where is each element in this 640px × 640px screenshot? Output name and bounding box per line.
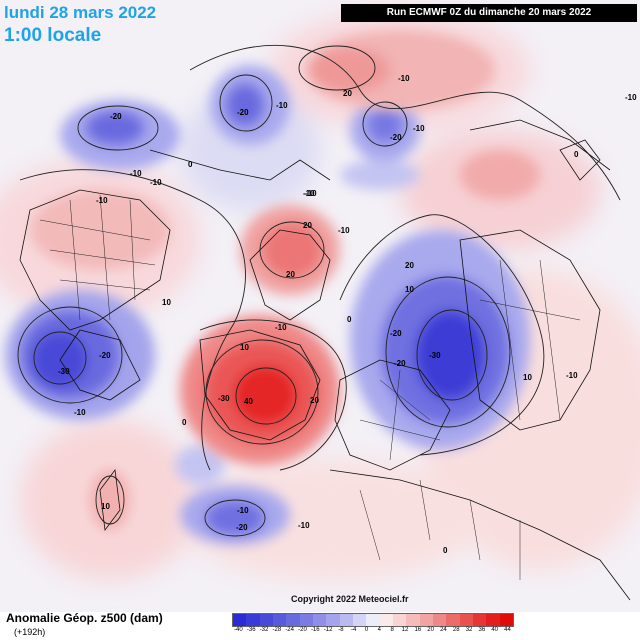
negative-anomalies — [5, 65, 530, 545]
legend-swatch — [286, 614, 300, 626]
contour-label: -10 — [96, 196, 108, 205]
legend-label: -28 — [272, 627, 282, 633]
coastlines — [19, 119, 631, 601]
product-title: Anomalie Géop. z500 (dam) — [6, 611, 163, 625]
contour-label: 0 — [574, 150, 579, 159]
legend-swatch — [392, 614, 407, 626]
contour-label: -10 — [303, 189, 315, 198]
contour-label: 40 — [244, 397, 253, 406]
legend-label: -40 — [234, 627, 243, 633]
run-info: Run ECMWF 0Z du dimanche 20 mars 2022 — [341, 4, 637, 22]
contour-label: -10 — [130, 169, 142, 178]
contour-label: 10 — [162, 298, 171, 307]
contour-label: 10 — [405, 285, 414, 294]
legend-label: -32 — [259, 627, 269, 633]
legend-label: -16 — [310, 627, 320, 633]
contour-label: -10 — [413, 124, 425, 133]
contour-value-labels: -20 -20 -20 -10 -10 -10 0 0 -10 -10 20 2… — [58, 74, 637, 555]
legend-swatch — [432, 614, 447, 626]
contour-label: 0 — [188, 160, 193, 169]
legend-label: 40 — [491, 627, 498, 633]
contour-label: -10 — [625, 93, 637, 102]
legend-swatch — [419, 614, 433, 626]
legend-label: -4 — [351, 627, 357, 633]
legend-label: -8 — [338, 627, 344, 633]
contour-label: -10 — [398, 74, 410, 83]
legend-labels: -40 -36 -32 -28 -24 -20 -16 -12 -8 -4 0 4 8 12 16 20 24 2… — [232, 627, 514, 637]
contour-label: 0 — [182, 418, 187, 427]
legend-label: 4 — [377, 627, 382, 633]
contour-label: -20 — [390, 133, 402, 142]
contour-label: -10 — [74, 408, 86, 417]
anomaly-map: -20 -20 -20 -10 -10 -10 0 0 -10 -10 20 2… — [0, 0, 640, 612]
legend-swatch — [446, 614, 460, 626]
borders — [39, 194, 581, 580]
contour-label: 20 — [310, 396, 319, 405]
legend-label: 24 — [440, 627, 447, 633]
contour-label: -20 — [394, 359, 406, 368]
legend-label: 28 — [452, 627, 460, 633]
contour-label: -20 — [236, 523, 248, 532]
legend-swatch — [299, 614, 313, 626]
legend-swatch — [406, 614, 420, 626]
legend-label: -12 — [323, 627, 333, 633]
legend-swatch — [246, 614, 260, 626]
forecast-date: lundi 28 mars 2022 — [4, 3, 157, 22]
contour-label: 0 — [443, 546, 448, 555]
contour-label: -10 — [150, 178, 162, 187]
legend-swatch — [259, 614, 273, 626]
contour-label: -10 — [566, 371, 578, 380]
legend-swatch — [459, 614, 473, 626]
contour-label: 0 — [347, 315, 352, 324]
contour-label: 10 — [240, 343, 249, 352]
contour-label: -10 — [338, 226, 350, 235]
color-legend — [232, 613, 514, 627]
forecast-time: 1:00 locale — [4, 25, 102, 46]
contour-label: -10 — [237, 506, 249, 515]
legend-label: -24 — [285, 627, 294, 633]
legend-swatch — [339, 614, 353, 626]
legend-swatch — [312, 614, 327, 626]
lead-time: (+192h) — [14, 627, 46, 637]
contour-label: -10 — [275, 323, 287, 332]
contour-label: -10 — [305, 189, 317, 198]
legend-swatch — [366, 614, 380, 626]
contour-label: 20 — [405, 261, 414, 270]
contour-lines — [17, 44, 621, 537]
legend-swatch — [499, 614, 513, 626]
contour-label: 20 — [343, 89, 352, 98]
legend-swatch — [486, 614, 500, 626]
legend-label: 8 — [390, 627, 394, 633]
contour-label: -20 — [110, 112, 122, 121]
legend-label: 44 — [504, 627, 511, 633]
legend-label: 12 — [401, 627, 409, 633]
legend-label: 20 — [427, 627, 434, 633]
contour-label: -10 — [276, 101, 288, 110]
positive-anomalies — [30, 30, 540, 530]
contour-label: 10 — [101, 502, 110, 511]
legend-swatch — [326, 614, 340, 626]
legend-label: 36 — [478, 627, 486, 633]
legend-label: -20 — [298, 627, 307, 633]
contour-label: -30 — [58, 367, 70, 376]
legend-swatch — [233, 614, 247, 626]
contour-label: 20 — [286, 270, 295, 279]
contour-label: 10 — [523, 373, 532, 382]
contour-label: -10 — [298, 521, 310, 530]
contour-label: 20 — [303, 221, 312, 230]
legend-swatch — [352, 614, 367, 626]
legend-label: -36 — [246, 627, 256, 633]
legend-label: 32 — [465, 627, 473, 633]
legend-label: 16 — [414, 627, 422, 633]
contour-label: -30 — [429, 351, 441, 360]
copyright: Copyright 2022 Meteociel.fr — [291, 594, 409, 604]
contour-label: -30 — [218, 394, 230, 403]
contour-label: -20 — [99, 351, 111, 360]
legend-swatch — [272, 614, 287, 626]
contour-label: -20 — [237, 108, 249, 117]
legend-swatch — [379, 614, 393, 626]
legend-swatch — [472, 614, 487, 626]
legend-label: 0 — [364, 627, 369, 633]
contour-label: -20 — [390, 329, 402, 338]
